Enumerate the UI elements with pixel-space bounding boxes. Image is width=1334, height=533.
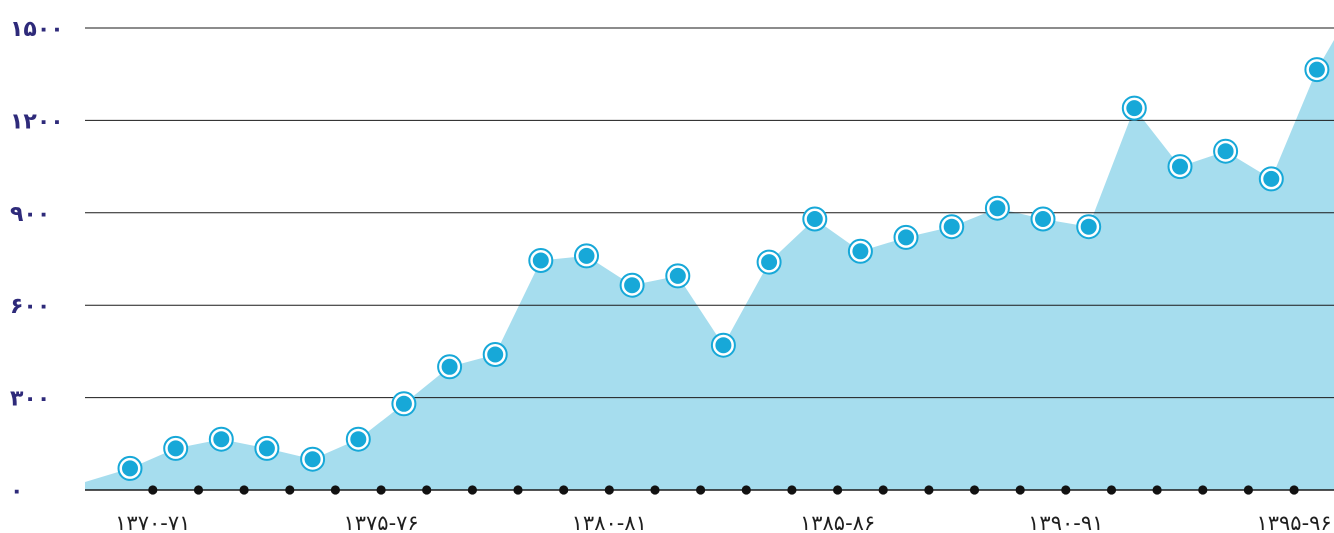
data-point-dot — [898, 229, 914, 246]
data-point-dot — [122, 460, 138, 477]
data-point-dot — [213, 431, 230, 448]
data-point[interactable] — [1167, 154, 1193, 180]
x-tick-label: ۱۳۷۰-۷۱ — [115, 511, 190, 533]
data-point[interactable] — [1304, 57, 1330, 83]
data-point-dot — [395, 395, 412, 412]
data-point[interactable] — [482, 342, 508, 367]
x-axis-dot — [1152, 485, 1162, 495]
y-tick-label: ۳۰۰ — [10, 387, 50, 412]
data-point-dot — [806, 211, 823, 227]
data-point[interactable] — [528, 248, 554, 273]
data-point[interactable] — [893, 224, 919, 250]
x-tick-label: ۱۳۷۵-۷۶ — [343, 511, 418, 533]
data-point-dot — [1172, 158, 1188, 175]
x-tick-label: ۱۳۸۰-۸۱ — [572, 511, 647, 533]
data-point-dot — [350, 431, 367, 448]
x-axis-dot — [193, 485, 204, 495]
data-point[interactable] — [847, 238, 873, 264]
x-tick-label: ۱۳۹۵-۹۶ — [1256, 511, 1331, 533]
x-axis-dot — [467, 485, 477, 495]
data-point-dot — [532, 252, 549, 269]
data-point[interactable] — [1121, 95, 1147, 121]
data-point[interactable] — [163, 435, 189, 461]
y-tick-label: ۱۲۰۰ — [10, 109, 64, 134]
x-axis-dot — [969, 485, 980, 495]
data-point-dot — [1217, 143, 1234, 160]
x-axis-dot — [148, 485, 158, 495]
x-tick-label: ۱۳۸۵-۸۶ — [800, 511, 875, 533]
x-axis-dot — [559, 485, 569, 495]
x-axis-dot — [422, 485, 432, 495]
x-axis-dot — [376, 485, 386, 495]
data-point-dot — [578, 247, 595, 264]
data-point-dot — [715, 337, 732, 354]
data-point[interactable] — [254, 435, 280, 461]
data-point[interactable] — [300, 446, 326, 472]
data-point-dot — [669, 267, 686, 284]
data-point-dot — [1035, 211, 1051, 227]
data-point[interactable] — [117, 455, 143, 481]
x-axis-dot — [1198, 485, 1208, 495]
data-point-dot — [852, 243, 869, 260]
data-point[interactable] — [939, 214, 965, 240]
x-axis-dot — [239, 485, 249, 495]
x-axis-dot — [650, 485, 660, 495]
x-axis-dot — [1106, 485, 1117, 495]
data-point-dot — [1126, 100, 1143, 117]
data-point-dot — [167, 440, 184, 457]
data-point[interactable] — [208, 426, 234, 452]
data-point[interactable] — [1258, 166, 1284, 192]
data-point[interactable] — [574, 243, 599, 269]
data-point[interactable] — [437, 354, 463, 380]
x-axis-dot — [1289, 485, 1299, 495]
x-axis-dot — [1243, 485, 1253, 495]
data-point-dot — [1308, 61, 1325, 78]
data-point-dot — [441, 358, 458, 375]
data-point[interactable] — [1030, 206, 1056, 232]
x-axis-dot — [1015, 485, 1025, 495]
data-point-dot — [1263, 170, 1280, 187]
data-point[interactable] — [391, 391, 417, 417]
x-axis-dot — [513, 485, 523, 495]
data-point[interactable] — [984, 195, 1010, 221]
x-axis-dot — [696, 485, 706, 495]
data-point[interactable] — [710, 332, 736, 358]
x-axis-dot — [1061, 485, 1071, 495]
data-point-dot — [943, 218, 960, 235]
x-axis-dot — [741, 485, 751, 495]
x-axis-dot — [924, 485, 934, 495]
y-tick-label: ۹۰۰ — [10, 202, 50, 227]
x-axis-dot — [878, 485, 888, 495]
data-point-dot — [761, 254, 778, 271]
y-tick-label: ۱۵۰۰ — [10, 17, 64, 42]
data-point[interactable] — [345, 426, 371, 452]
data-point[interactable] — [1213, 138, 1239, 164]
x-axis-dot — [833, 485, 843, 495]
data-point[interactable] — [1076, 214, 1102, 240]
y-tick-label: ۰ — [10, 479, 23, 504]
data-point-dot — [258, 440, 275, 457]
data-point[interactable] — [756, 249, 782, 275]
x-tick-label: ۱۳۹۰-۹۱ — [1028, 511, 1103, 533]
data-point[interactable] — [619, 272, 645, 298]
series-area — [85, 40, 1334, 490]
data-point[interactable] — [665, 263, 691, 289]
x-axis-dot — [787, 485, 797, 495]
y-tick-label: ۶۰۰ — [10, 294, 50, 319]
x-axis-dot — [285, 485, 295, 495]
data-point-dot — [487, 346, 504, 363]
x-axis-dot — [330, 485, 340, 495]
x-axis-dot — [604, 485, 614, 495]
data-point-dot — [304, 451, 321, 468]
data-point-dot — [1080, 218, 1097, 235]
data-point-dot — [989, 200, 1006, 217]
data-point[interactable] — [802, 206, 828, 232]
data-point-dot — [624, 277, 641, 294]
